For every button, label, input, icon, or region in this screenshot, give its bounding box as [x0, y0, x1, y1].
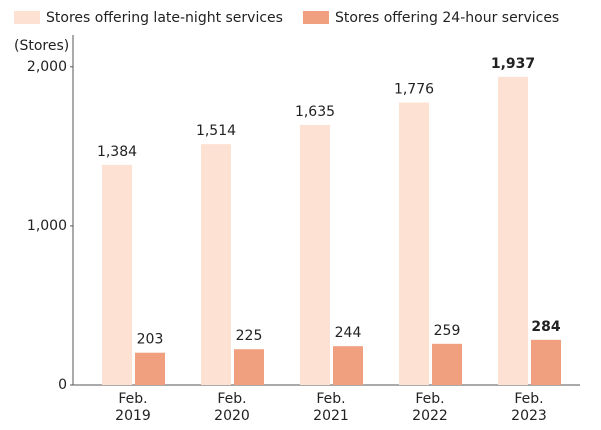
data-label: 1,635 — [295, 104, 335, 120]
y-tick-label: 2,000 — [27, 59, 67, 75]
bar — [102, 164, 132, 385]
data-label: 259 — [434, 323, 461, 339]
data-label: 203 — [137, 332, 164, 348]
data-label: 1,776 — [394, 81, 434, 97]
legend-label: Stores offering late-night services — [46, 10, 283, 26]
x-tick-label: Feb. 2021 — [313, 391, 349, 424]
bar — [498, 76, 528, 385]
x-tick-label: Feb. 2020 — [214, 391, 250, 424]
bar — [333, 346, 363, 385]
data-label: 1,937 — [491, 56, 535, 72]
data-label: 1,514 — [196, 123, 236, 139]
legend-swatch — [14, 11, 40, 24]
y-tick-label: 1,000 — [27, 218, 67, 234]
data-label: 284 — [531, 319, 560, 335]
bar — [531, 339, 561, 385]
x-tick-label: Feb. 2022 — [412, 391, 448, 424]
legend-label: Stores offering 24-hour services — [335, 10, 559, 26]
bar — [399, 102, 429, 386]
data-label: 225 — [236, 328, 263, 344]
x-tick-label: Feb. 2019 — [115, 391, 151, 424]
bar — [300, 124, 330, 386]
x-tick-label: Feb. 2023 — [511, 391, 547, 424]
bar — [234, 349, 264, 385]
bar — [135, 352, 165, 385]
legend-swatch — [302, 11, 329, 24]
data-label: 1,384 — [97, 144, 137, 160]
y-tick-label: 0 — [58, 377, 67, 393]
bar — [432, 343, 462, 385]
bar — [201, 144, 231, 385]
data-label: 244 — [335, 325, 362, 341]
y-axis-label: (Stores) — [14, 38, 69, 54]
